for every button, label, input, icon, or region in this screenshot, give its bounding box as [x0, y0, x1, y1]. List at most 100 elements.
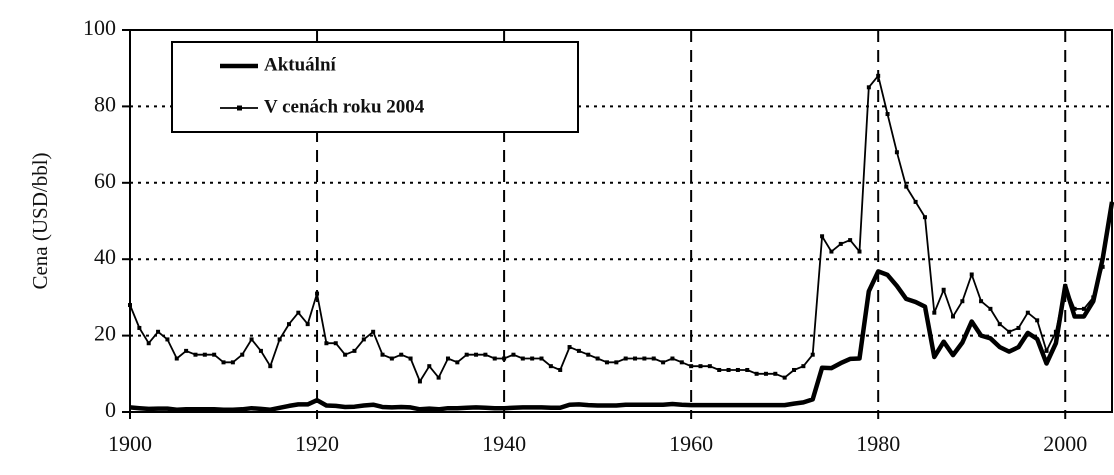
point-marker: [838, 241, 843, 246]
point-marker: [1053, 329, 1058, 334]
y-tick-label: 40: [94, 244, 116, 269]
point-marker: [221, 360, 226, 365]
legend-label: Aktuální: [264, 54, 337, 75]
x-tick-label: 1940: [482, 431, 526, 456]
point-marker: [184, 348, 189, 353]
point-marker: [642, 356, 647, 361]
point-marker: [389, 356, 394, 361]
point-marker: [633, 356, 638, 361]
point-marker: [539, 356, 544, 361]
point-marker: [240, 352, 245, 357]
point-marker: [268, 364, 273, 369]
point-marker: [305, 322, 310, 327]
point-marker: [586, 352, 591, 357]
point-marker: [1035, 318, 1040, 323]
legend-box: [171, 41, 579, 133]
point-marker: [371, 329, 376, 334]
point-marker: [661, 360, 666, 365]
y-tick-label: 60: [94, 168, 116, 193]
point-marker: [474, 352, 479, 357]
point-marker: [988, 306, 993, 311]
y-tick-label: 100: [83, 15, 116, 40]
point-marker: [324, 341, 329, 346]
point-marker: [623, 356, 628, 361]
point-marker: [969, 272, 974, 277]
point-marker: [857, 249, 862, 254]
point-marker: [651, 356, 656, 361]
point-marker: [380, 352, 385, 357]
point-marker: [258, 348, 263, 353]
point-marker: [343, 352, 348, 357]
point-marker: [782, 375, 787, 380]
point-marker: [333, 341, 338, 346]
x-tick-label: 1960: [669, 431, 713, 456]
point-marker: [810, 352, 815, 357]
point-marker: [922, 215, 927, 220]
point-marker: [1072, 306, 1077, 311]
point-marker: [558, 367, 563, 372]
point-marker: [979, 299, 984, 304]
point-marker: [894, 150, 899, 155]
point-marker: [548, 364, 553, 369]
point-marker: [128, 303, 132, 308]
point-marker: [754, 371, 759, 376]
point-marker: [567, 345, 572, 350]
point-marker: [1025, 310, 1030, 315]
point-marker: [1081, 306, 1086, 311]
point-marker: [773, 371, 778, 376]
point-marker: [698, 364, 703, 369]
point-marker: [520, 356, 525, 361]
point-marker: [679, 360, 684, 365]
legend-marker: [237, 105, 242, 111]
point-marker: [614, 360, 619, 365]
point-marker: [296, 310, 301, 315]
point-marker: [670, 356, 675, 361]
y-tick-label: 20: [94, 321, 116, 346]
point-marker: [202, 352, 207, 357]
point-marker: [408, 356, 413, 361]
point-marker: [604, 360, 609, 365]
point-marker: [315, 291, 320, 296]
x-tick-label: 1980: [856, 431, 900, 456]
y-tick-label: 0: [105, 397, 116, 422]
y-axis-label: Cena (USD/bbl): [28, 152, 52, 289]
point-marker: [174, 356, 179, 361]
point-marker: [464, 352, 469, 357]
point-marker: [829, 249, 834, 254]
point-marker: [277, 337, 282, 342]
point-marker: [445, 356, 450, 361]
x-tick-label: 1900: [108, 431, 152, 456]
point-marker: [286, 322, 291, 327]
point-marker: [876, 73, 881, 78]
point-marker: [212, 352, 217, 357]
point-marker: [156, 329, 161, 334]
point-marker: [1100, 264, 1105, 269]
point-marker: [763, 371, 768, 376]
point-marker: [1016, 325, 1021, 330]
point-marker: [352, 348, 357, 353]
point-marker: [951, 314, 956, 319]
point-marker: [595, 356, 600, 361]
point-marker: [885, 112, 890, 117]
point-marker: [193, 352, 198, 357]
point-marker: [1044, 348, 1049, 353]
point-marker: [820, 234, 825, 239]
point-marker: [1063, 283, 1068, 288]
point-marker: [735, 367, 740, 372]
point-marker: [576, 348, 581, 353]
point-marker: [941, 287, 946, 292]
point-marker: [717, 367, 722, 372]
point-marker: [689, 364, 694, 369]
point-marker: [137, 325, 142, 330]
point-marker: [1091, 295, 1096, 300]
plot-frame: [129, 29, 1113, 413]
point-marker: [146, 341, 151, 346]
point-marker: [913, 199, 918, 204]
point-marker: [960, 299, 965, 304]
point-marker: [427, 364, 432, 369]
point-marker: [866, 85, 871, 90]
point-marker: [997, 322, 1002, 327]
x-tick-label: 2000: [1043, 431, 1087, 456]
